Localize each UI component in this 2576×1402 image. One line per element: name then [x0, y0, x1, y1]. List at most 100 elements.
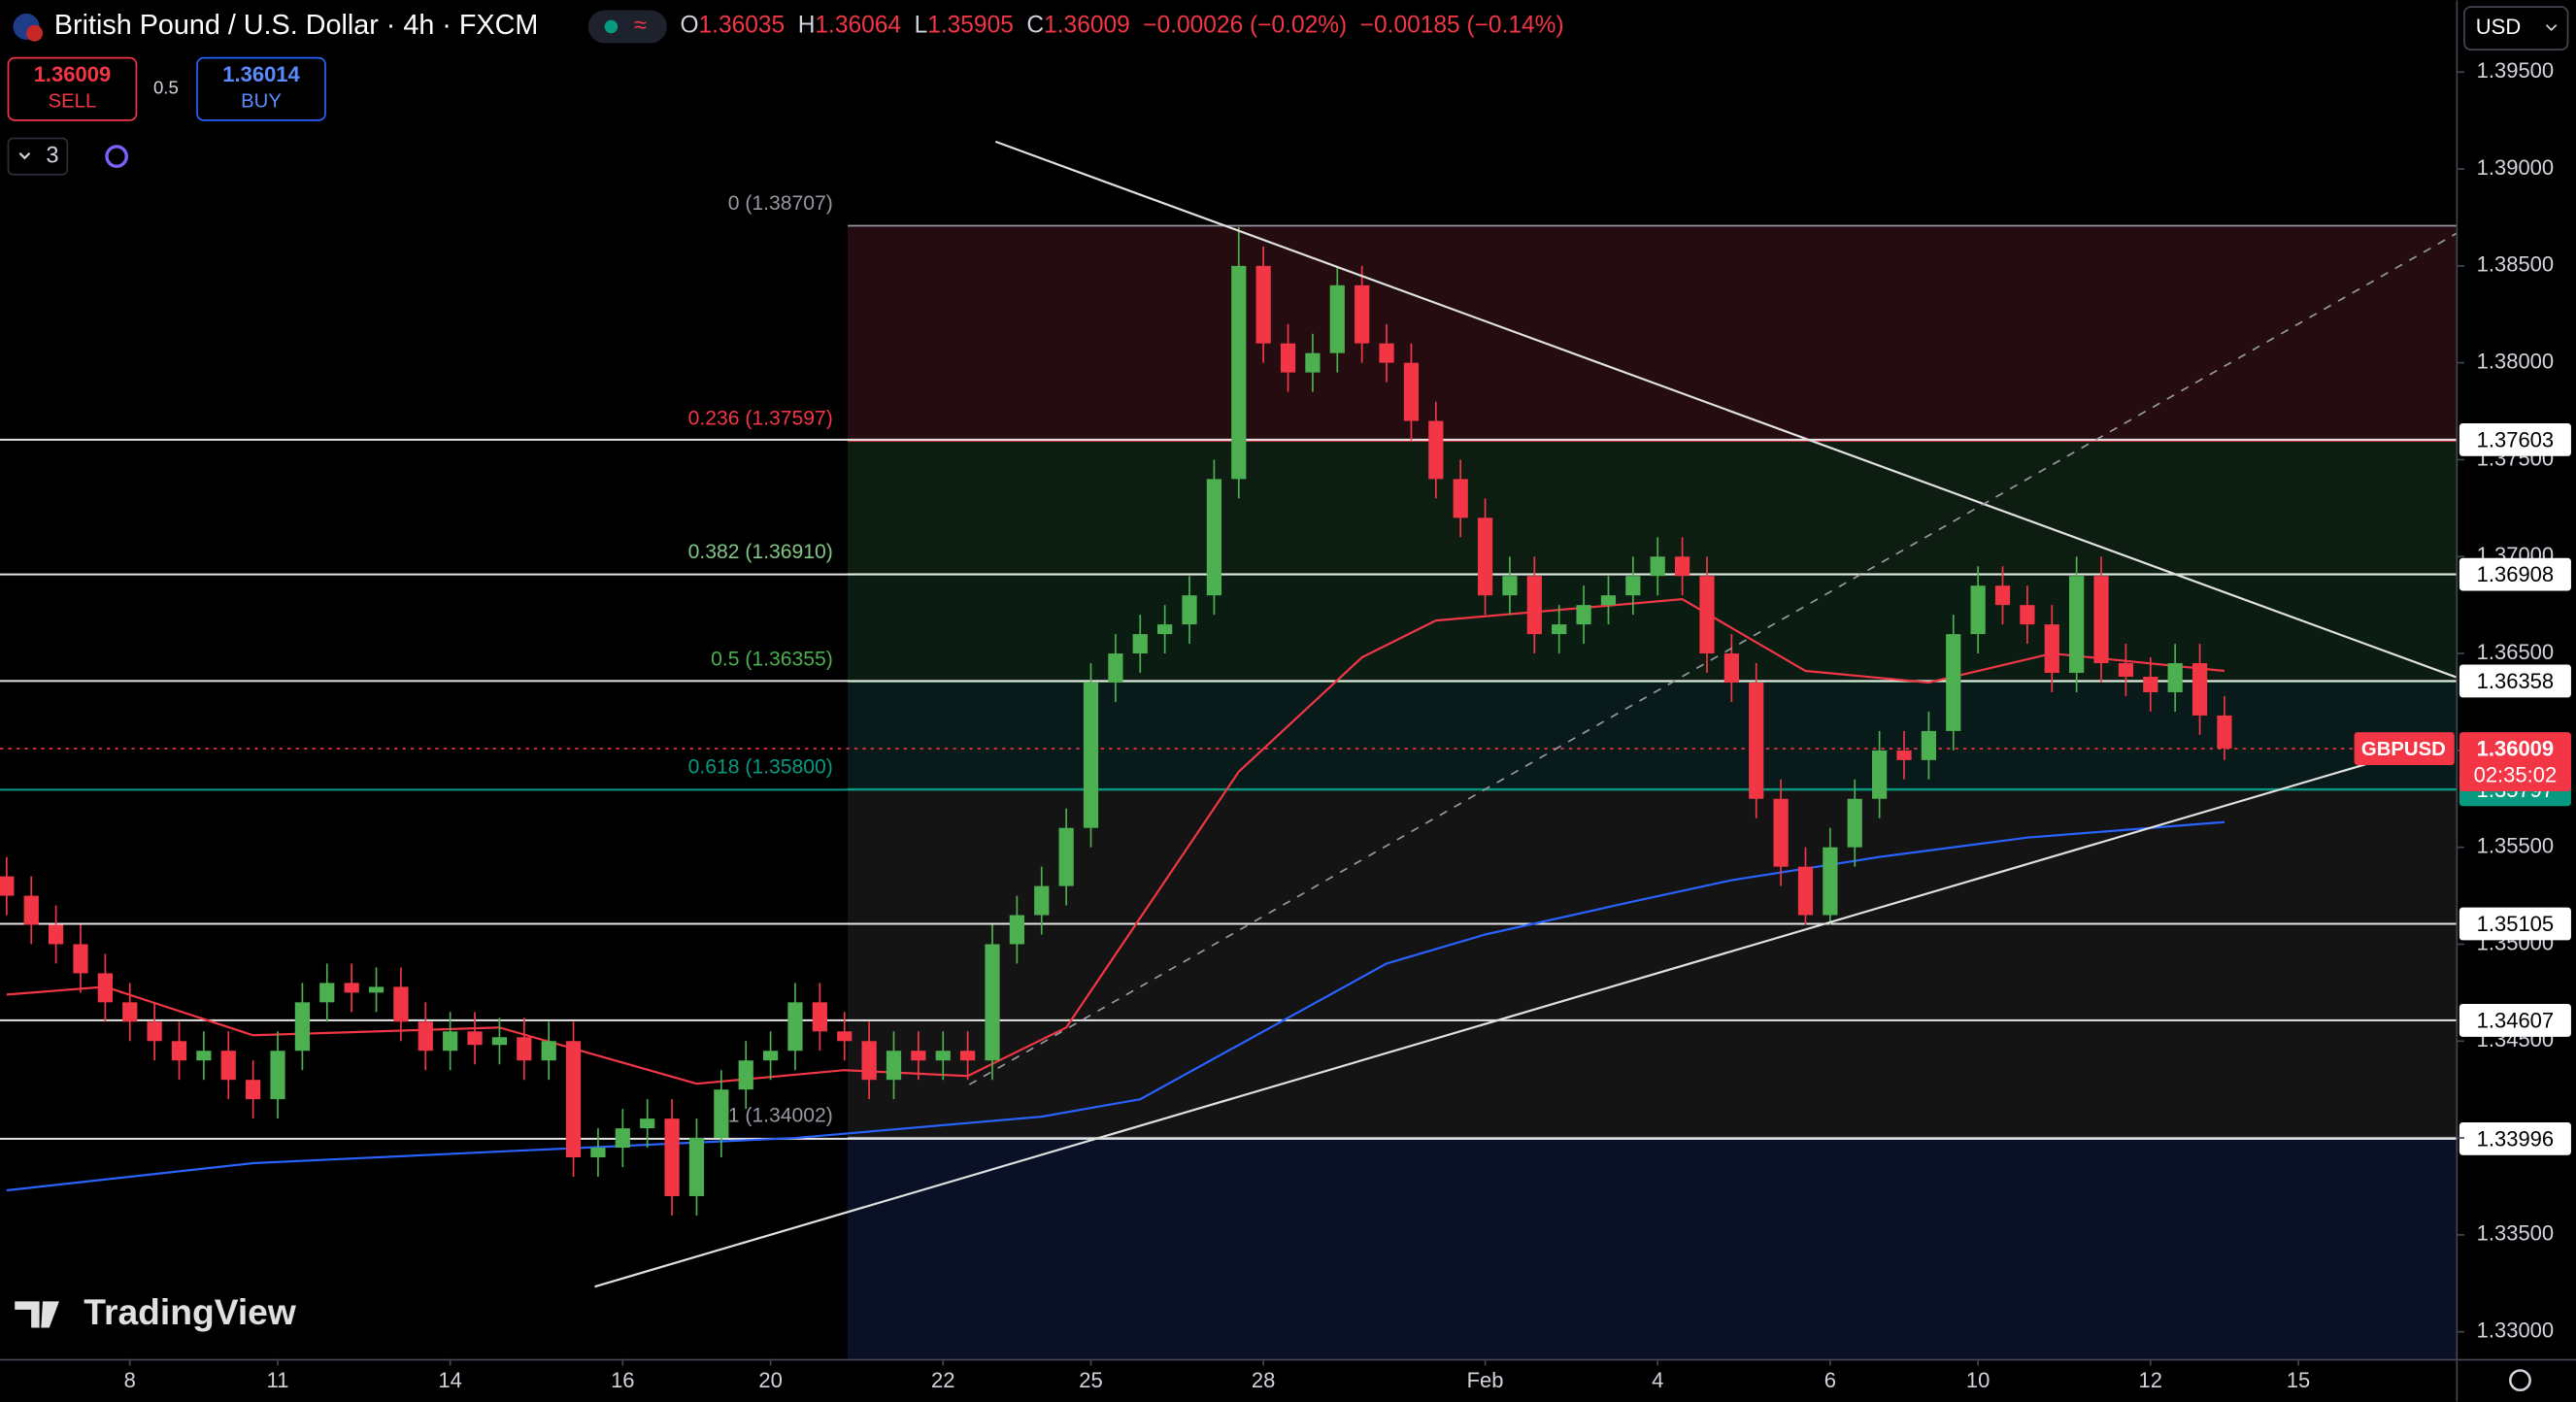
chevron	[2545, 24, 2558, 32]
candle-body	[1305, 352, 1321, 373]
fib-zone	[848, 1137, 2457, 1359]
x-tick-label: 8	[124, 1368, 136, 1392]
y-tick-label: 1.35500	[2477, 833, 2554, 857]
candle-body	[688, 1138, 705, 1196]
candle-body	[2044, 624, 2059, 674]
candle-body	[1477, 517, 1493, 596]
candle-body	[1600, 595, 1617, 606]
price-line-label: 1.36908	[2477, 562, 2554, 586]
candle-body	[1674, 556, 1690, 577]
symbol-label: GBPUSD	[2361, 739, 2446, 760]
quote: O1.36035 H1.36064 L1.35905 C1.36009 −0.00026…	[680, 13, 1563, 39]
last-price-label: 1.36009	[2477, 737, 2554, 761]
candle-body	[1970, 585, 1986, 635]
quote-key: L	[915, 13, 928, 39]
candle-body	[220, 1051, 236, 1081]
candle-body	[2069, 576, 2085, 674]
candle-body	[861, 1041, 877, 1081]
candle-body	[615, 1128, 630, 1149]
candle-body	[2118, 663, 2134, 678]
fib-zone	[848, 788, 2457, 1138]
candle-body	[1749, 682, 1764, 799]
status-pill	[587, 10, 667, 44]
price-axis	[2458, 0, 2576, 1402]
candle-body	[2217, 715, 2232, 749]
price-line-label: 1.35105	[2477, 912, 2554, 936]
quote-value: 1.36035	[699, 13, 786, 39]
fib-label: 0.382 (1.36910)	[688, 541, 833, 563]
candle-body	[565, 1041, 582, 1158]
candle-body	[2143, 677, 2158, 692]
price-line-box	[2459, 557, 2571, 591]
price-line-label: 1.33996	[2477, 1126, 2554, 1151]
x-tick-label: 12	[2139, 1368, 2162, 1392]
time-axis	[0, 1360, 2576, 1402]
trend-line	[994, 140, 2457, 679]
candle-body	[73, 944, 88, 974]
candle-body	[270, 1051, 285, 1100]
fib-label: 1 (1.34002)	[728, 1104, 833, 1126]
candles	[0, 226, 2232, 1216]
candle-body	[1453, 479, 1468, 518]
sync-icon[interactable]	[105, 145, 128, 168]
candle-body	[1132, 634, 1148, 654]
toolbar: British Pound / U.S. Dollar · 4h · FXCM …	[7, 6, 2569, 1392]
currency: USD	[2476, 15, 2521, 39]
candle-body	[1231, 265, 1247, 480]
buy-button[interactable]	[196, 56, 326, 121]
candle-body	[837, 1031, 853, 1042]
price-line-label: 1.34607	[2477, 1008, 2554, 1032]
x-tick-label: 20	[758, 1368, 782, 1392]
fib-label: 0.618 (1.35800)	[688, 755, 833, 778]
x-tick-label: Feb	[1467, 1368, 1504, 1392]
candle-body	[393, 986, 409, 1022]
candle-body	[541, 1041, 556, 1061]
currency-select[interactable]	[2463, 6, 2569, 50]
candle-body	[1255, 265, 1271, 344]
candle-body	[1994, 585, 2011, 606]
candle-body	[2020, 605, 2035, 625]
quote-value: 1.36009	[1044, 13, 1130, 39]
trend-line	[594, 763, 2366, 1288]
candle-body	[1280, 343, 1296, 373]
price-line-label: 1.36358	[2477, 669, 2554, 693]
indicator-toggle[interactable]	[7, 137, 69, 176]
candle-body	[762, 1051, 779, 1061]
candle-body	[1625, 576, 1641, 596]
settings-icon[interactable]	[2509, 1369, 2531, 1392]
sell-button[interactable]	[7, 56, 138, 121]
candle-body	[2191, 663, 2208, 716]
candle-body	[294, 1002, 311, 1052]
dashed-line	[968, 232, 2457, 1085]
candle-body	[418, 1021, 433, 1052]
x-tick-label: 22	[931, 1368, 954, 1392]
candle-body	[1329, 284, 1345, 353]
candle-body	[1526, 576, 1542, 635]
candle-body	[1872, 750, 1888, 799]
x-tick-label: 11	[267, 1368, 289, 1392]
candle-body	[97, 973, 113, 1003]
x-tick-label: 15	[2287, 1368, 2310, 1392]
price-line-box	[2459, 1121, 2571, 1155]
candle-body	[1083, 682, 1099, 828]
candle-body	[1502, 576, 1518, 596]
candle-body	[1403, 362, 1420, 421]
fib-zones	[848, 225, 2457, 1359]
candle-body	[368, 986, 385, 993]
candle-body	[1847, 798, 1862, 848]
candle-body	[1157, 624, 1173, 635]
candle-body	[1699, 576, 1715, 654]
buy-label: BUY	[241, 91, 282, 113]
sell-price: 1.36009	[34, 62, 111, 86]
candle-body	[1773, 798, 1789, 867]
y-tick-label: 1.33500	[2477, 1221, 2554, 1246]
last-price-box	[2459, 732, 2571, 792]
candle-body	[246, 1080, 261, 1100]
candle-body	[467, 1031, 483, 1046]
candle-body	[1428, 420, 1444, 480]
x-tick-label: 10	[1966, 1368, 1990, 1392]
candle-body	[517, 1037, 532, 1061]
x-tick-label: 14	[438, 1368, 461, 1392]
candle-body	[196, 1051, 212, 1061]
